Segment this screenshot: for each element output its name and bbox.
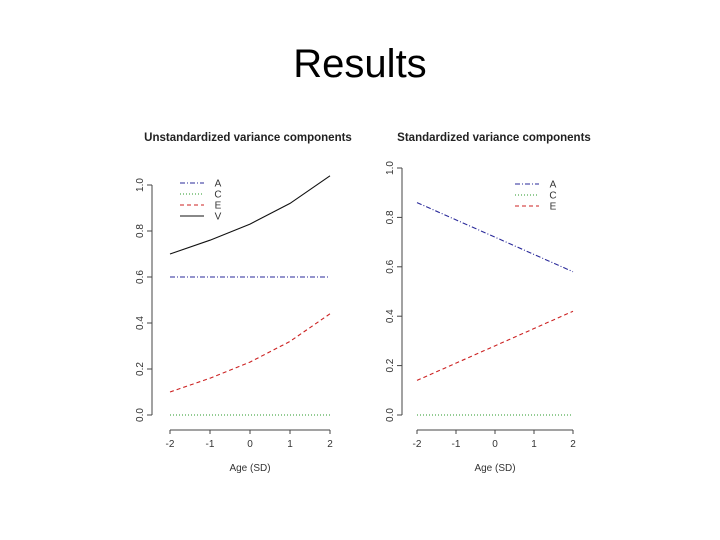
y-tick-label: 0.4: [135, 316, 146, 330]
x-tick-label: 0: [247, 439, 253, 450]
chart-title-1: Unstandardized variance components: [144, 132, 352, 144]
x-tick-label: -1: [206, 439, 215, 450]
x-tick-label: -2: [413, 439, 422, 450]
x-tick-label: 2: [570, 439, 576, 450]
y-tick-label: 0.6: [385, 259, 396, 273]
series-line-e: [169, 313, 331, 393]
x-tick-label: -2: [166, 439, 175, 450]
y-tick-label: 0.2: [385, 358, 396, 372]
y-tick-label: 0.4: [385, 309, 396, 323]
y-tick-label: 1.0: [135, 178, 146, 192]
series-line-v: [169, 175, 331, 255]
x-tick-label: -1: [452, 439, 461, 450]
slide-title: Results: [293, 42, 427, 86]
legend-label-e: E: [550, 202, 557, 213]
series-line-a: [416, 202, 574, 273]
x-tick-label: 1: [531, 439, 537, 450]
x-tick-label: 2: [327, 439, 333, 450]
legend-label-v: V: [215, 212, 222, 223]
x-axis-label-1: Age (SD): [229, 463, 270, 474]
x-axis-label-2: Age (SD): [474, 463, 515, 474]
legend-label-a: A: [215, 179, 222, 190]
x-tick-label: 1: [287, 439, 293, 450]
series-line-e: [416, 310, 574, 381]
legend-label-c: C: [549, 191, 556, 202]
y-tick-label: 0.0: [135, 408, 146, 422]
chart-title-2: Standardized variance components: [397, 132, 591, 144]
legend-label-e: E: [215, 201, 222, 212]
y-tick-label: 0.8: [135, 224, 146, 238]
y-tick-label: 1.0: [385, 161, 396, 175]
y-tick-label: 0.0: [385, 408, 396, 422]
legend-label-a: A: [550, 180, 557, 191]
y-tick-label: 0.2: [135, 362, 146, 376]
legend-label-c: C: [214, 190, 221, 201]
y-tick-label: 0.8: [385, 210, 396, 224]
x-tick-label: 0: [492, 439, 498, 450]
y-tick-label: 0.6: [135, 270, 146, 284]
